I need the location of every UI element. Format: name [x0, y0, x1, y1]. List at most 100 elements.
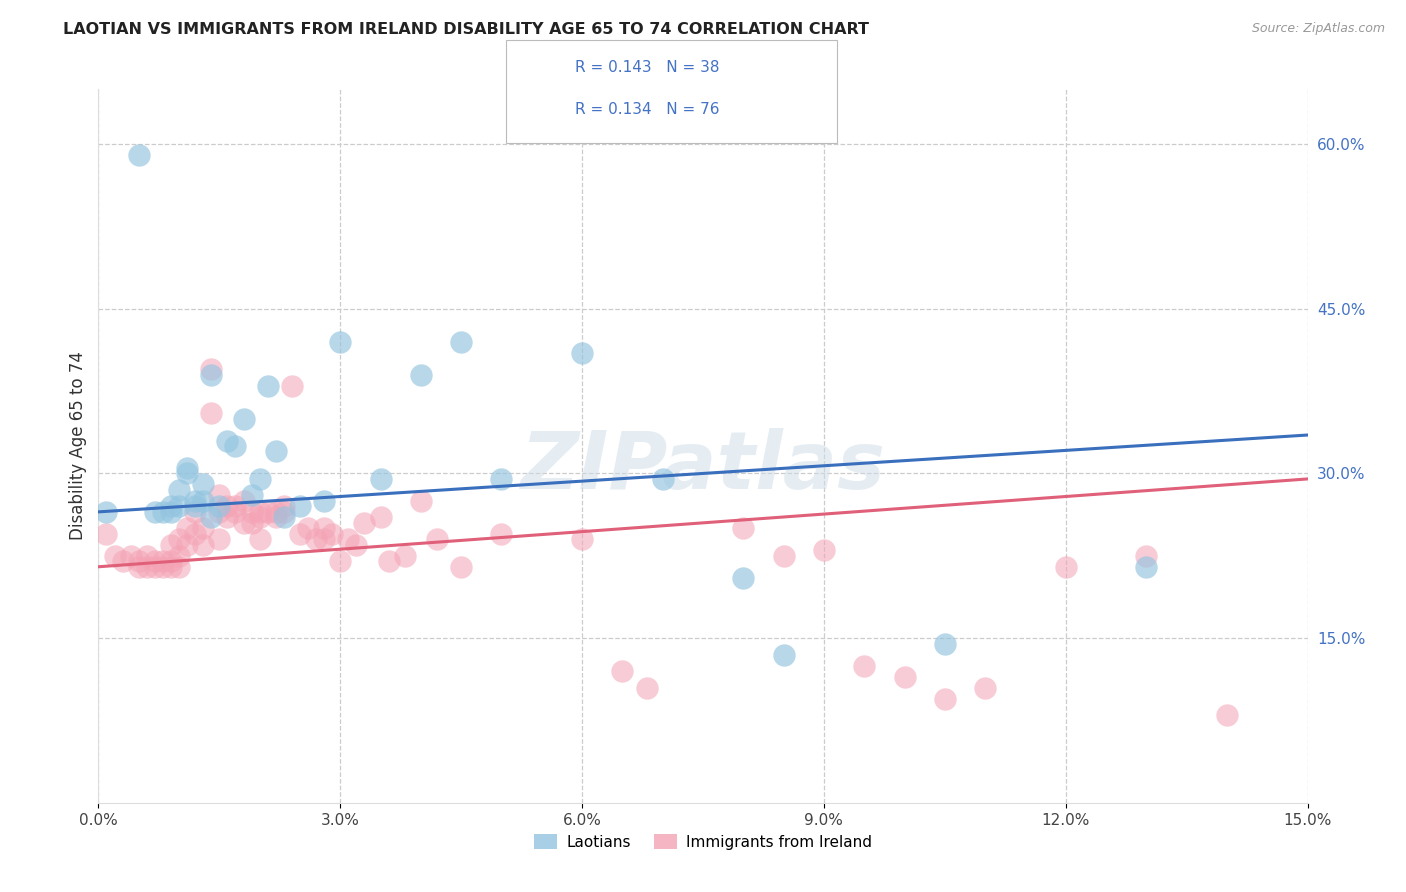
Point: [152, 559, 174, 574]
Point: [128, 554, 150, 568]
Point: [370, 472, 392, 486]
Text: R = 0.134   N = 76: R = 0.134 N = 76: [575, 102, 720, 117]
Point: [264, 444, 287, 458]
Point: [200, 510, 222, 524]
Point: [143, 505, 166, 519]
Point: [813, 543, 835, 558]
Point: [450, 334, 472, 349]
Point: [288, 500, 311, 514]
Point: [96, 505, 118, 519]
Point: [733, 571, 755, 585]
Point: [409, 494, 432, 508]
Point: [240, 516, 263, 530]
Point: [200, 406, 222, 420]
Point: [329, 554, 352, 568]
Point: [1216, 708, 1239, 723]
Point: [571, 533, 593, 547]
Point: [128, 148, 150, 162]
Point: [184, 526, 207, 541]
Point: [314, 533, 336, 547]
Point: [353, 516, 375, 530]
Point: [934, 637, 956, 651]
Point: [224, 500, 246, 514]
Point: [176, 467, 198, 481]
Point: [160, 500, 183, 514]
Point: [612, 664, 634, 678]
Point: [135, 549, 157, 563]
Point: [167, 533, 190, 547]
Point: [217, 510, 239, 524]
Point: [264, 510, 287, 524]
Point: [394, 549, 416, 563]
Point: [193, 477, 215, 491]
Point: [249, 472, 271, 486]
Point: [184, 505, 207, 519]
Point: [571, 345, 593, 359]
Point: [893, 669, 915, 683]
Point: [120, 549, 142, 563]
Point: [305, 533, 328, 547]
Point: [1054, 559, 1077, 574]
Point: [200, 362, 222, 376]
Point: [273, 510, 295, 524]
Point: [193, 538, 215, 552]
Text: LAOTIAN VS IMMIGRANTS FROM IRELAND DISABILITY AGE 65 TO 74 CORRELATION CHART: LAOTIAN VS IMMIGRANTS FROM IRELAND DISAB…: [63, 22, 869, 37]
Point: [208, 488, 231, 502]
Point: [772, 648, 794, 662]
Point: [314, 494, 336, 508]
Point: [128, 559, 150, 574]
Point: [297, 521, 319, 535]
Point: [184, 494, 207, 508]
Point: [491, 526, 513, 541]
Point: [193, 521, 215, 535]
Legend: Laotians, Immigrants from Ireland: Laotians, Immigrants from Ireland: [529, 828, 877, 855]
Point: [176, 538, 198, 552]
Point: [103, 549, 125, 563]
Point: [314, 521, 336, 535]
Point: [249, 510, 271, 524]
Point: [344, 538, 367, 552]
Point: [491, 472, 513, 486]
Point: [281, 378, 304, 392]
Point: [152, 505, 174, 519]
Point: [143, 554, 166, 568]
Point: [934, 691, 956, 706]
Point: [636, 681, 658, 695]
Point: [409, 368, 432, 382]
Point: [273, 505, 295, 519]
Text: Source: ZipAtlas.com: Source: ZipAtlas.com: [1251, 22, 1385, 36]
Point: [176, 521, 198, 535]
Point: [232, 494, 254, 508]
Point: [167, 483, 190, 497]
Y-axis label: Disability Age 65 to 74: Disability Age 65 to 74: [69, 351, 87, 541]
Point: [329, 334, 352, 349]
Point: [217, 434, 239, 448]
Point: [135, 559, 157, 574]
Point: [200, 368, 222, 382]
Point: [232, 516, 254, 530]
Point: [208, 500, 231, 514]
Point: [232, 411, 254, 425]
Point: [273, 500, 295, 514]
Point: [772, 549, 794, 563]
Point: [974, 681, 997, 695]
Text: R = 0.143   N = 38: R = 0.143 N = 38: [575, 60, 720, 75]
Point: [264, 505, 287, 519]
Point: [377, 554, 399, 568]
Point: [224, 505, 246, 519]
Point: [1135, 559, 1157, 574]
Point: [176, 461, 198, 475]
Point: [143, 559, 166, 574]
Point: [160, 538, 183, 552]
Point: [733, 521, 755, 535]
Point: [249, 505, 271, 519]
Point: [167, 549, 190, 563]
Point: [208, 533, 231, 547]
Point: [160, 554, 183, 568]
Point: [256, 505, 278, 519]
Point: [256, 378, 278, 392]
Point: [167, 500, 190, 514]
Point: [167, 559, 190, 574]
Point: [321, 526, 343, 541]
Point: [1135, 549, 1157, 563]
